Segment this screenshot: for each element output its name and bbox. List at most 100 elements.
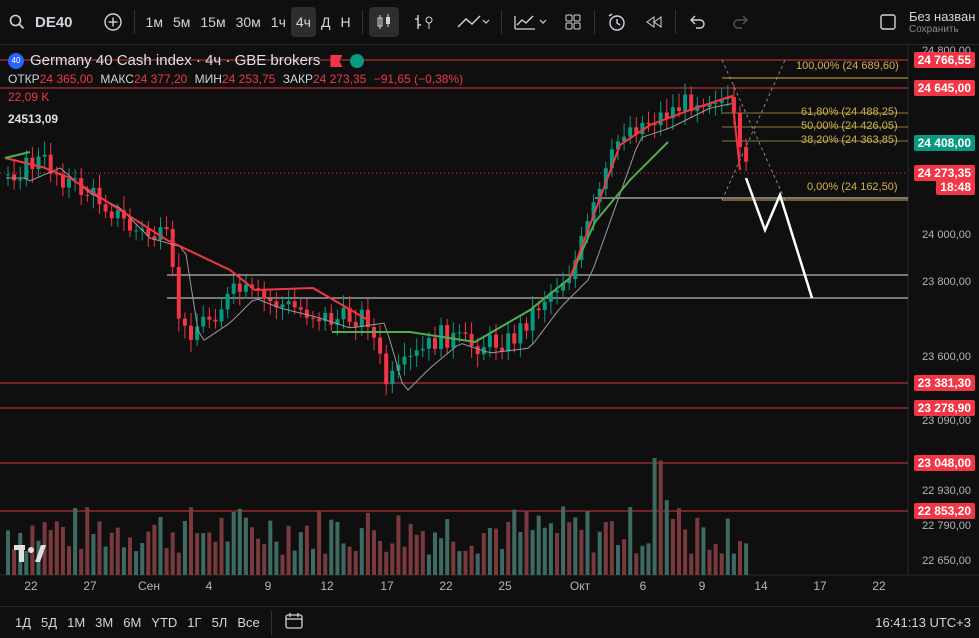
layout-name: Без назван xyxy=(909,9,975,24)
clock-timezone[interactable]: 16:41:13 UTC+3 xyxy=(875,615,971,630)
candle-body xyxy=(713,102,718,104)
price-level-label: 23 381,30 xyxy=(913,375,975,391)
volume-bar xyxy=(725,518,730,575)
candle-body xyxy=(500,347,505,352)
red-flag-icon[interactable] xyxy=(330,55,343,67)
interval-button[interactable]: Д xyxy=(320,14,331,30)
candle-body xyxy=(616,141,620,150)
fib-trend-line xyxy=(721,59,786,201)
candle-body xyxy=(518,323,523,344)
candle-body xyxy=(426,337,431,349)
time-tick-label: 17 xyxy=(380,579,394,593)
candle-body xyxy=(603,168,608,189)
range-button[interactable]: 1Г xyxy=(187,615,202,630)
symbol-title[interactable]: Germany 40 Cash index · 4ч · GBE brokers xyxy=(30,52,321,69)
candle-body xyxy=(79,178,84,195)
price-tick-label: 22 790,00 xyxy=(922,520,971,532)
volume-bar xyxy=(695,517,700,575)
candles-chart-type-icon[interactable] xyxy=(368,7,399,37)
projection-path xyxy=(744,177,814,299)
toolbar-divider xyxy=(133,10,135,34)
candle-body xyxy=(707,103,712,107)
candle-body xyxy=(530,308,535,331)
alarm-clock-icon[interactable] xyxy=(601,7,633,37)
chart-canvas[interactable] xyxy=(0,45,979,605)
volume-bar xyxy=(158,517,163,575)
search-icon[interactable] xyxy=(4,7,30,37)
redo-icon[interactable] xyxy=(726,7,756,37)
time-tick-label: 22 xyxy=(24,579,38,593)
change-value: −91,65 (−0,38%) xyxy=(373,72,464,86)
volume-bar xyxy=(640,545,645,575)
candle-body xyxy=(548,292,553,302)
candle-body xyxy=(390,370,395,385)
volume-bar xyxy=(231,512,236,575)
volume-bar xyxy=(12,549,17,575)
interval-button[interactable]: 15м xyxy=(200,14,226,30)
candle-body xyxy=(335,319,340,325)
volume-bar xyxy=(6,530,10,575)
volume-bar xyxy=(731,553,736,575)
candle-body xyxy=(475,346,480,355)
replay-icon[interactable] xyxy=(639,7,669,37)
interval-button[interactable]: 5м xyxy=(172,14,191,30)
date-range-calendar-icon[interactable] xyxy=(284,612,304,633)
volume-bar xyxy=(115,527,120,575)
tradingview-logo xyxy=(14,543,46,569)
candle-body xyxy=(237,283,242,292)
candle-body xyxy=(494,334,498,348)
range-button[interactable]: Все xyxy=(237,615,260,630)
range-button[interactable]: YTD xyxy=(151,615,178,630)
eye-icon[interactable] xyxy=(350,54,365,68)
volume-bar xyxy=(109,532,114,575)
candle-body xyxy=(67,178,71,188)
candle-body xyxy=(207,316,212,320)
interval-button[interactable]: Н xyxy=(340,14,351,30)
volume-bar xyxy=(311,548,315,575)
indicators-icon[interactable] xyxy=(409,7,441,37)
fib-level-label: 50,00% (24 426,05) xyxy=(801,120,898,132)
candle-body xyxy=(378,337,383,354)
candle-body xyxy=(591,202,596,221)
range-button[interactable]: 1М xyxy=(67,615,86,630)
chart-area[interactable] xyxy=(0,45,979,605)
candle-body xyxy=(469,333,474,347)
alerts-chart-icon[interactable] xyxy=(508,7,552,37)
range-button[interactable]: 5Д xyxy=(41,615,58,630)
volume-bar xyxy=(622,539,627,575)
volume-bar xyxy=(317,510,322,575)
range-button[interactable]: 1Д xyxy=(15,615,32,630)
candle-body xyxy=(317,318,322,322)
candle-body xyxy=(555,290,559,293)
symbol-search-button[interactable]: DE40 xyxy=(35,13,73,31)
time-tick-label: 27 xyxy=(83,579,97,593)
time-tick-label: 25 xyxy=(498,579,512,593)
layout-name-button[interactable]: Без назван Сохранить xyxy=(909,9,975,35)
candle-body xyxy=(280,304,285,308)
candle-body xyxy=(134,230,139,232)
line-tools-icon[interactable] xyxy=(451,7,495,37)
fullscreen-icon[interactable] xyxy=(873,7,903,37)
volume-bar xyxy=(384,551,389,575)
volume-bar xyxy=(548,523,553,575)
interval-button[interactable]: 4ч xyxy=(290,7,316,37)
range-button[interactable]: 6М xyxy=(123,615,142,630)
time-tick-label: 12 xyxy=(320,579,334,593)
volume-bar xyxy=(481,533,486,575)
interval-button[interactable]: 30м xyxy=(235,14,261,30)
volume-bar xyxy=(609,521,614,575)
legend-title-row: 40 Germany 40 Cash index · 4ч · GBE brok… xyxy=(8,52,463,70)
candle-body xyxy=(512,333,517,344)
range-button[interactable]: 3М xyxy=(95,615,114,630)
undo-icon[interactable] xyxy=(682,7,712,37)
interval-button[interactable]: 1м xyxy=(145,14,163,30)
volume-bar xyxy=(176,552,181,575)
candle-body xyxy=(640,122,645,135)
candle-body xyxy=(457,332,462,334)
range-button[interactable]: 5Л xyxy=(211,615,228,630)
layout-grid-icon[interactable] xyxy=(558,7,588,37)
interval-button[interactable]: 1ч xyxy=(270,14,286,30)
volume-bar xyxy=(616,544,620,575)
toolbar-divider xyxy=(674,10,676,34)
compare-add-icon[interactable] xyxy=(98,7,128,37)
